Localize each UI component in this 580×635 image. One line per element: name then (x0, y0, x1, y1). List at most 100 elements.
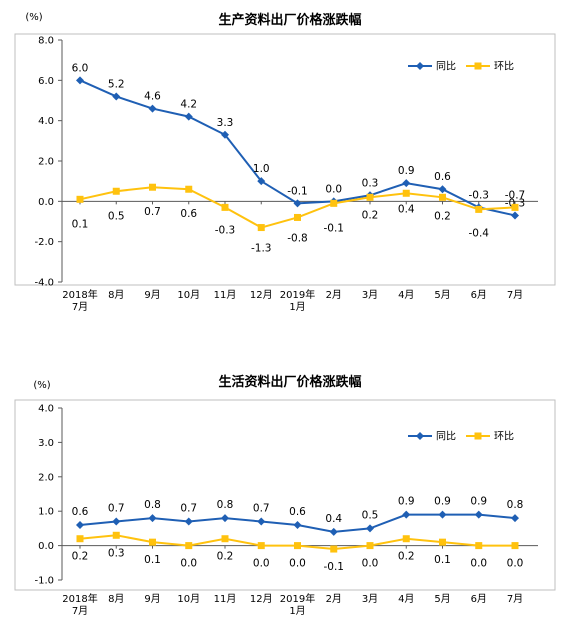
data-label-mom: 0.0 (253, 558, 270, 570)
chart-2: 生活资料出厂价格涨跌幅(%)4.03.02.01.00.0-1.02018年7月… (14, 374, 556, 617)
yoy-point-marker (474, 510, 483, 519)
yoy-point-marker (76, 76, 84, 85)
data-label-mom: 0.5 (108, 210, 125, 222)
chart-frame (14, 399, 556, 591)
mom-point-marker (439, 538, 446, 546)
x-tick-label: 1月 (289, 605, 305, 617)
chart-title: 生产资料出厂价格涨跌幅 (218, 12, 361, 28)
mom-point-marker (112, 531, 120, 539)
data-label-yoy: 0.6 (72, 506, 89, 518)
x-tick-label: 10月 (177, 289, 200, 301)
yoy-point-marker (257, 517, 266, 526)
data-label-yoy: 0.9 (470, 496, 487, 508)
mom-point-marker (366, 542, 374, 550)
x-tick-label: 6月 (471, 593, 487, 605)
data-label-yoy: 0.6 (434, 171, 451, 183)
mom-point-marker (439, 193, 446, 201)
mom-point-marker (366, 193, 374, 201)
yoy-point-marker (293, 520, 302, 529)
y-tick-label: 2.0 (38, 472, 54, 483)
data-label-mom: 0.6 (180, 208, 197, 220)
data-label-mom: 0.1 (144, 554, 161, 566)
data-label-yoy: 5.2 (108, 78, 125, 90)
x-tick-label: 7月 (72, 605, 88, 617)
legend-yoy-label: 同比 (436, 431, 456, 443)
yoy-point-marker (293, 199, 302, 208)
yoy-point-marker (112, 92, 121, 101)
mom-point-marker (511, 203, 519, 211)
mom-point-marker (221, 535, 229, 543)
mom-point-marker (149, 183, 156, 191)
x-tick-label: 8月 (108, 593, 124, 605)
x-tick-label: 9月 (144, 593, 160, 605)
data-label-mom: -0.1 (324, 222, 345, 234)
legend-mom-marker (474, 62, 482, 70)
y-tick-label: 3.0 (38, 438, 54, 449)
legend-yoy-marker (416, 62, 424, 70)
y-tick-label: 1.0 (38, 507, 54, 518)
legend-mom-label: 环比 (494, 61, 514, 73)
x-tick-label: 12月 (250, 593, 273, 605)
data-label-yoy: -0.3 (469, 189, 490, 201)
data-label-yoy: 4.2 (180, 99, 197, 111)
x-tick-label: 11月 (214, 593, 237, 605)
x-tick-label: 10月 (177, 593, 200, 605)
y-tick-label: 8.0 (38, 36, 54, 47)
mom-point-marker (185, 185, 193, 193)
data-label-yoy: 0.8 (507, 499, 524, 511)
y-unit-label: (%) (25, 12, 42, 23)
data-label-mom: 0.0 (470, 558, 487, 570)
mom-point-marker (330, 199, 338, 207)
mom-point-marker (76, 535, 84, 543)
yoy-point-marker (366, 524, 374, 533)
yoy-point-marker (112, 517, 121, 526)
data-label-yoy: 0.8 (144, 499, 161, 511)
x-tick-label: 4月 (398, 289, 414, 301)
mom-point-marker (511, 542, 519, 550)
data-label-mom: 0.0 (180, 558, 197, 570)
data-label-yoy: 0.7 (108, 503, 125, 515)
mom-point-marker (402, 535, 410, 543)
y-tick-label: 0.0 (38, 541, 54, 552)
data-label-mom: -0.8 (287, 232, 308, 244)
yoy-point-marker (511, 211, 519, 220)
yoy-point-marker (76, 520, 84, 529)
data-label-mom: 0.2 (217, 551, 234, 563)
x-tick-label: 5月 (434, 593, 450, 605)
yoy-point-marker (438, 510, 447, 519)
chart-frame (14, 33, 556, 286)
data-label-yoy: 0.9 (398, 496, 415, 508)
y-unit-label: (%) (33, 380, 50, 391)
data-label-yoy: 1.0 (253, 163, 270, 175)
data-label-mom: -0.7 (505, 189, 526, 201)
mom-point-marker (257, 542, 265, 550)
data-label-yoy: 4.6 (144, 91, 161, 103)
x-tick-label: 6月 (471, 289, 487, 301)
legend-yoy-label: 同比 (436, 61, 456, 73)
data-label-mom: -0.1 (324, 561, 345, 573)
x-tick-label: 9月 (144, 289, 160, 301)
x-tick-label: 2月 (326, 593, 342, 605)
data-label-yoy: 0.8 (217, 499, 234, 511)
x-tick-label: 7月 (507, 593, 523, 605)
data-label-mom: 0.2 (362, 209, 379, 221)
data-label-yoy: 6.0 (72, 62, 89, 74)
data-label-yoy: 0.6 (289, 506, 306, 518)
legend-mom-marker (474, 432, 482, 440)
x-tick-label: 8月 (108, 289, 124, 301)
mom-point-marker (475, 205, 483, 213)
legend-mom-label: 环比 (494, 431, 514, 443)
data-label-yoy: 0.9 (434, 496, 451, 508)
yoy-point-marker (221, 130, 229, 139)
data-label-yoy: 0.9 (398, 165, 415, 177)
data-label-mom: 0.2 (434, 210, 451, 222)
data-label-yoy: 0.5 (362, 509, 379, 521)
mom-point-marker (185, 542, 193, 550)
yoy-point-marker (221, 514, 229, 523)
y-tick-label: 4.0 (38, 116, 54, 127)
x-tick-label: 2月 (326, 289, 342, 301)
data-label-mom: 0.7 (144, 206, 161, 218)
x-tick-label: 12月 (250, 289, 273, 301)
yoy-point-marker (148, 104, 157, 113)
